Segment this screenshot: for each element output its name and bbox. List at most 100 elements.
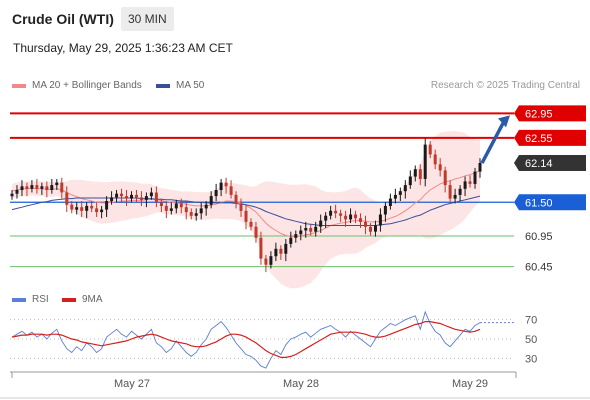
candle-body (259, 237, 263, 259)
candle (95, 202, 99, 217)
candle-body (110, 197, 114, 202)
candle-body (299, 230, 303, 235)
candle (154, 186, 158, 208)
ma50-swatch-icon (156, 83, 170, 88)
candle (438, 158, 442, 177)
candle (264, 254, 268, 273)
candle (383, 202, 387, 222)
candle-body (274, 248, 278, 257)
candle (10, 190, 14, 200)
candle (349, 208, 353, 224)
candle-body (35, 185, 39, 189)
level-label-60.45: 60.45 (525, 262, 553, 274)
candle-body (120, 193, 123, 197)
level-tag-bg (514, 194, 586, 211)
candle (393, 188, 397, 204)
candle-body (393, 194, 397, 199)
candle-body (324, 215, 328, 221)
candle (468, 175, 472, 188)
candle-body (438, 164, 442, 171)
candle (135, 190, 138, 203)
candle (115, 190, 119, 203)
candle (284, 239, 288, 262)
candle (229, 180, 233, 199)
candle (105, 196, 109, 217)
instrument-title: Crude Oil (WTI) (12, 11, 114, 27)
ma50-line (11, 195, 481, 226)
candle-body (75, 207, 79, 210)
candle (184, 201, 188, 220)
candle-body (10, 193, 14, 197)
candle (100, 205, 104, 219)
candle (478, 158, 482, 178)
candle (299, 225, 303, 241)
candle-body (20, 186, 24, 190)
candle (130, 191, 133, 203)
candle-body (458, 188, 462, 195)
candle (388, 193, 392, 210)
candle (423, 138, 427, 187)
candle-body (90, 205, 94, 209)
rsi-line (11, 310, 481, 369)
candle (60, 177, 64, 199)
candle (463, 176, 467, 197)
candle (80, 201, 84, 217)
candle-body (30, 185, 34, 189)
candle (169, 202, 173, 215)
legend-ma20: MA 20 + Bollinger Bands (12, 80, 142, 91)
candle-body (374, 225, 377, 232)
candle (164, 201, 168, 219)
candle (324, 212, 328, 228)
candle (413, 165, 417, 182)
candle (140, 191, 143, 206)
target-arrow-head-icon (498, 115, 510, 128)
candle-body (204, 204, 208, 209)
level-tag-label: 62.95 (525, 108, 553, 120)
candle-body (234, 194, 238, 204)
candle-body (100, 209, 104, 213)
candle-body (264, 258, 268, 265)
candle-body (413, 169, 417, 177)
candle-body (329, 210, 333, 216)
candle (159, 198, 163, 213)
candle-body (174, 203, 178, 209)
level-tag-bg (514, 105, 586, 122)
candle-body (284, 243, 288, 254)
candle (174, 199, 178, 214)
candle (443, 166, 447, 193)
interval-button[interactable]: 30 MIN (121, 7, 174, 31)
candle (189, 208, 193, 220)
candle (249, 218, 253, 231)
credit-text: Research © 2025 Trading Central (430, 80, 580, 91)
candle-body (403, 185, 407, 192)
candle (55, 178, 59, 190)
candle-body (244, 210, 248, 222)
chart-header: Crude Oil (WTI) 30 MIN Thursday, May 29,… (0, 0, 590, 70)
candle-body (209, 196, 213, 205)
candle (433, 149, 437, 170)
candle-body (65, 192, 69, 205)
candle-body (383, 205, 387, 215)
candle-body (45, 186, 49, 190)
candle-body (423, 144, 427, 179)
candle-body (140, 197, 143, 200)
candle (274, 242, 278, 262)
candle (259, 231, 263, 265)
candle (25, 182, 29, 197)
candle (125, 190, 128, 206)
candle (234, 191, 238, 209)
rsi-swatch-icon (12, 297, 26, 302)
candle-body (443, 170, 447, 186)
candle-body (453, 194, 457, 199)
candle-body (369, 226, 372, 232)
candle (20, 180, 24, 197)
candle-body (135, 194, 138, 198)
level-tag-62.14: 62.14 (514, 155, 586, 172)
candle (369, 223, 372, 236)
candle-body (55, 182, 59, 186)
rsi-9ma-line (11, 321, 481, 358)
datetime-label: Thursday, May 29, 2025 1:36:23 AM CET (13, 41, 233, 55)
candle (269, 251, 273, 269)
legend-ma50-label: MA 50 (176, 80, 205, 91)
